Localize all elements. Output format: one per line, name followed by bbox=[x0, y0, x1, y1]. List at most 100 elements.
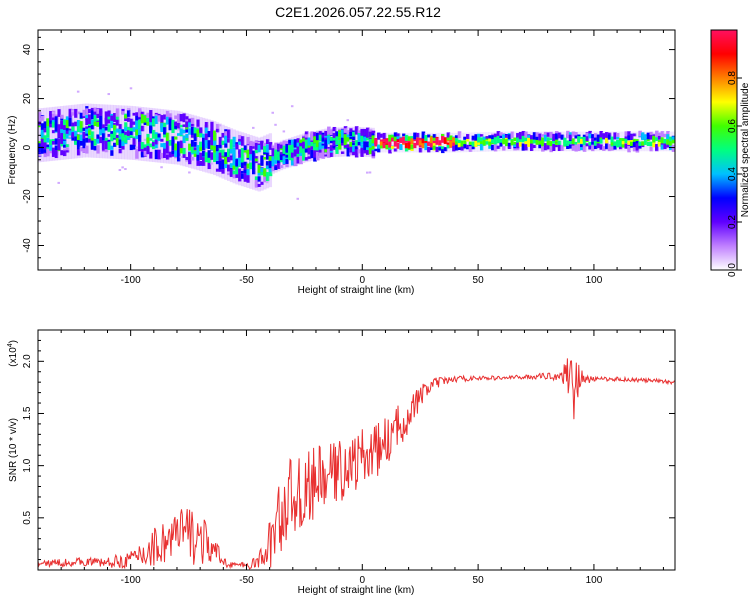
heatmap-cell bbox=[560, 136, 565, 140]
heatmap-cell bbox=[296, 138, 301, 147]
heatmap-cell bbox=[193, 133, 198, 142]
heatmap-cell bbox=[624, 138, 629, 144]
heatmap-cell bbox=[129, 126, 134, 132]
heatmap-cell bbox=[199, 127, 203, 132]
heatmap-cell bbox=[574, 132, 579, 137]
heatmap-cell bbox=[68, 117, 73, 126]
heatmap-cell bbox=[318, 134, 323, 142]
heatmap-cell bbox=[460, 146, 465, 151]
heatmap-cell bbox=[302, 137, 306, 145]
heatmap-speck bbox=[185, 160, 188, 163]
heatmap-cell bbox=[185, 134, 189, 139]
heatmap-cell bbox=[591, 141, 595, 148]
heatmap-speck bbox=[176, 128, 180, 131]
heatmap-cell bbox=[374, 138, 378, 145]
heatmap-cell bbox=[210, 141, 214, 150]
heatmap-cell bbox=[443, 147, 448, 151]
heatmap-cell bbox=[249, 142, 253, 151]
heatmap-cell bbox=[668, 141, 673, 146]
heatmap-cell bbox=[454, 135, 459, 139]
heatmap-cell bbox=[371, 135, 376, 144]
heatmap-cell bbox=[210, 141, 214, 146]
heatmap-cell bbox=[63, 126, 67, 136]
heatmap-cell bbox=[221, 140, 226, 145]
heatmap-speck bbox=[57, 181, 60, 184]
heatmap-cell bbox=[446, 142, 451, 145]
heatmap-cell bbox=[238, 140, 242, 145]
heatmap-cell bbox=[407, 142, 412, 149]
heatmap-cell bbox=[285, 140, 289, 146]
snr-multiplier-exp: 4 bbox=[7, 343, 14, 347]
heatmap-cell bbox=[215, 150, 220, 159]
heatmap-cell bbox=[671, 136, 675, 140]
heatmap-cell bbox=[585, 134, 590, 142]
heatmap-cell bbox=[243, 145, 248, 151]
heatmap-cell bbox=[151, 120, 156, 126]
heatmap-halo-cell bbox=[93, 103, 97, 158]
heatmap-cell bbox=[304, 134, 309, 138]
heatmap-cell bbox=[463, 144, 467, 149]
heatmap-cell bbox=[324, 139, 328, 149]
heatmap-speck bbox=[296, 197, 300, 200]
heatmap-cell bbox=[179, 145, 184, 154]
heatmap-cell bbox=[65, 126, 70, 131]
heatmap-cell bbox=[196, 119, 201, 127]
heatmap-cell bbox=[88, 114, 92, 125]
heatmap-speck bbox=[249, 160, 252, 163]
heatmap-cell bbox=[54, 123, 59, 132]
heatmap-cell bbox=[207, 142, 212, 146]
heatmap-cell bbox=[535, 132, 540, 139]
heatmap-cell bbox=[224, 161, 228, 169]
heatmap-cell bbox=[227, 129, 231, 139]
heatmap-cell bbox=[660, 140, 665, 146]
heatmap-cell bbox=[232, 147, 237, 158]
heatmap-cell bbox=[610, 142, 615, 146]
heatmap-cell bbox=[274, 166, 278, 171]
heatmap-cell bbox=[201, 157, 206, 166]
heatmap-cell bbox=[485, 136, 490, 144]
heatmap-halo-cell bbox=[588, 131, 592, 152]
heatmap-cell bbox=[46, 118, 50, 127]
heatmap-cell bbox=[190, 140, 195, 148]
heatmap-cell bbox=[324, 149, 328, 153]
colorbar-tick-label: 0.4 bbox=[727, 167, 738, 181]
heatmap-cell bbox=[118, 139, 123, 149]
heatmap-cell bbox=[140, 146, 145, 156]
heatmap-cell bbox=[132, 141, 137, 150]
spectrogram-x-tick-label: 100 bbox=[586, 275, 603, 286]
heatmap-cell bbox=[229, 148, 234, 154]
heatmap-cell bbox=[571, 138, 576, 145]
heatmap-cell bbox=[79, 121, 84, 129]
snr-x-tick-label: 100 bbox=[586, 575, 603, 586]
heatmap-cell bbox=[99, 127, 103, 136]
heatmap-cell bbox=[479, 134, 484, 137]
heatmap-cell bbox=[201, 133, 206, 139]
heatmap-cell bbox=[138, 142, 142, 152]
heatmap-cell bbox=[282, 156, 287, 160]
heatmap-cell bbox=[513, 137, 517, 142]
heatmap-halo-cell bbox=[51, 106, 56, 161]
heatmap-cell bbox=[379, 141, 384, 149]
heatmap-cell bbox=[477, 142, 481, 145]
heatmap-cell bbox=[149, 151, 153, 159]
heatmap-cell bbox=[491, 135, 495, 140]
heatmap-cell bbox=[352, 131, 356, 137]
heatmap-cell bbox=[265, 161, 270, 166]
heatmap-cell bbox=[88, 138, 92, 143]
heatmap-cell bbox=[190, 146, 195, 153]
heatmap-cell bbox=[88, 135, 92, 140]
heatmap-cell bbox=[96, 108, 100, 114]
heatmap-cell bbox=[566, 144, 570, 150]
heatmap-cell bbox=[90, 131, 95, 138]
heatmap-cell bbox=[232, 156, 237, 166]
heatmap-speck bbox=[274, 123, 277, 126]
heatmap-cell bbox=[118, 128, 123, 134]
heatmap-cell bbox=[324, 130, 328, 136]
heatmap-cell bbox=[240, 169, 245, 174]
heatmap-cell bbox=[49, 113, 53, 121]
heatmap-halo-cell bbox=[646, 131, 651, 152]
heatmap-cell bbox=[268, 156, 273, 166]
heatmap-cell bbox=[421, 138, 426, 144]
heatmap-speck bbox=[160, 166, 163, 169]
heatmap-cell bbox=[499, 135, 504, 139]
